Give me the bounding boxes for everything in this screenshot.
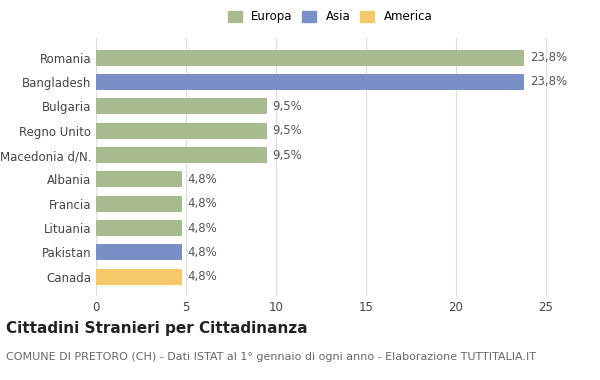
Text: Cittadini Stranieri per Cittadinanza: Cittadini Stranieri per Cittadinanza (6, 321, 308, 336)
Text: 4,8%: 4,8% (188, 246, 218, 259)
Bar (96, 147, 267, 163)
Bar (96, 98, 267, 114)
Text: 4,8%: 4,8% (188, 222, 218, 234)
Text: 9,5%: 9,5% (272, 149, 302, 162)
Text: 23,8%: 23,8% (530, 51, 567, 64)
Bar (96, 74, 524, 90)
Bar (96, 196, 182, 212)
Text: COMUNE DI PRETORO (CH) - Dati ISTAT al 1° gennaio di ogni anno - Elaborazione TU: COMUNE DI PRETORO (CH) - Dati ISTAT al 1… (6, 352, 536, 361)
Text: 23,8%: 23,8% (530, 76, 567, 89)
Bar (96, 220, 182, 236)
Text: 4,8%: 4,8% (188, 173, 218, 186)
Bar (96, 244, 182, 260)
Text: 9,5%: 9,5% (272, 100, 302, 113)
Bar (96, 171, 182, 187)
Legend: Europa, Asia, America: Europa, Asia, America (224, 7, 436, 27)
Text: 9,5%: 9,5% (272, 124, 302, 137)
Text: 4,8%: 4,8% (188, 197, 218, 210)
Bar (96, 123, 267, 139)
Bar (96, 50, 524, 66)
Text: 4,8%: 4,8% (188, 270, 218, 283)
Bar (96, 269, 182, 285)
